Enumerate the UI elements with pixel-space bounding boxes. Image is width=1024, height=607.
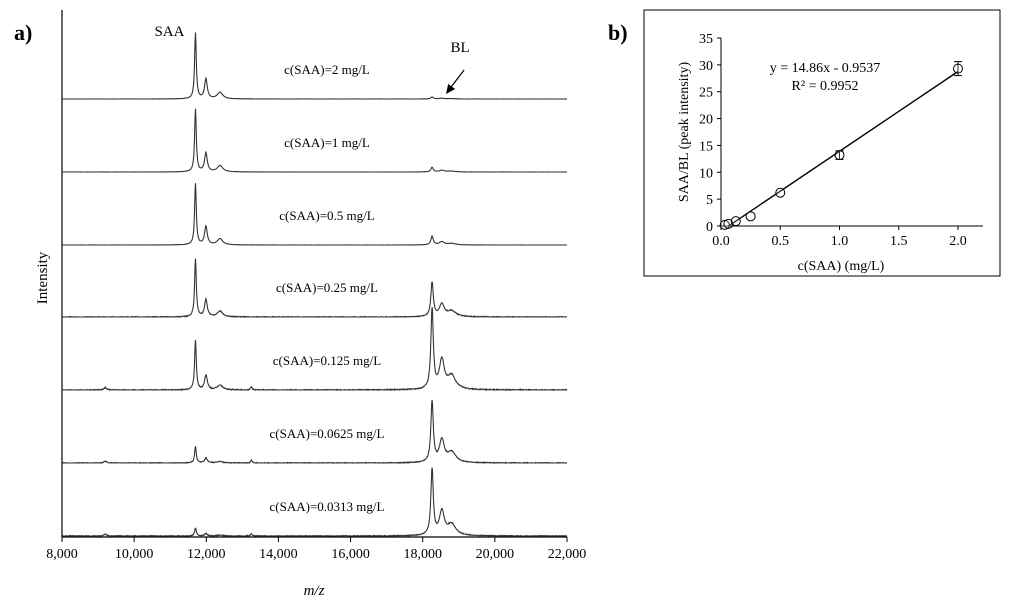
calibration-y-tick-label: 35: [699, 32, 713, 47]
panel-b-label: b): [608, 20, 628, 45]
calibration-ticks: 0 5 10 15 20 25 30 35 0.0 0.5 1.0 1.5 2.0: [699, 32, 967, 249]
spectra-x-tick-label: 14,000: [259, 547, 298, 562]
spectrum-label: c(SAA)=0.0313 mg/L: [270, 499, 385, 514]
spectra-peak-labels: c(SAA)=2 mg/L c(SAA)=1 mg/L c(SAA)=0.5 mg/…: [154, 24, 469, 514]
spectra-traces: [61, 32, 568, 538]
saa-peak-label: SAA: [154, 24, 184, 40]
calibration-x-axis-label: c(SAA) (mg/L): [798, 259, 885, 274]
spectra-x-tick-label: 20,000: [476, 547, 515, 562]
calibration-y-tick-label: 5: [706, 193, 713, 208]
spectrum-label: c(SAA)=0.125 mg/L: [273, 353, 381, 368]
calibration-y-tick-label: 30: [699, 59, 713, 74]
bl-arrow-head: [446, 84, 456, 94]
calibration-plot: [719, 61, 963, 230]
calibration-frame: [643, 9, 1001, 277]
fit-r-squared: R² = 0.9952: [792, 79, 859, 94]
spectra-x-tick-label: 12,000: [187, 547, 226, 562]
data-point: [745, 211, 756, 222]
spectra-x-tick-label: 18,000: [403, 547, 442, 562]
panel-a-label: a): [14, 20, 32, 45]
spectrum-label: c(SAA)=1 mg/L: [284, 135, 370, 150]
spectra-x-tick-label: 22,000: [548, 547, 587, 562]
calibration-y-axis-label: SAA/BL (peak intensity): [677, 62, 692, 203]
calibration-y-tick-label: 0: [706, 220, 713, 235]
spectra-x-ticks: 8,000 10,000 12,000 14,000 16,000 18,000 20,00…: [46, 537, 586, 562]
calibration-x-tick-label: 2.0: [949, 234, 967, 249]
spectrum-label: c(SAA)=0.5 mg/L: [279, 208, 374, 223]
spectrum-trace: [62, 258, 567, 319]
data-point: [730, 216, 741, 227]
calibration-y-tick-label: 25: [699, 86, 713, 101]
data-point: [719, 219, 730, 230]
fit-equation: y = 14.86x - 0.9537: [770, 61, 881, 76]
spectra-x-tick-label: 10,000: [115, 547, 154, 562]
spectrum-trace: [61, 400, 567, 465]
calibration-y-tick-label: 20: [699, 113, 713, 128]
calibration-y-tick-label: 15: [699, 139, 713, 154]
bl-peak-label: BL: [451, 40, 470, 56]
spectrum-trace: [62, 183, 567, 246]
spectra-panel: a) Intensity 8,000 10,000 12,000 14,000 16,0…: [14, 10, 586, 599]
data-point: [834, 150, 845, 161]
data-point: [723, 218, 734, 229]
data-point: [953, 63, 963, 74]
spectrum-label: c(SAA)=2 mg/L: [284, 62, 370, 77]
spectra-x-tick-label: 8,000: [46, 547, 78, 562]
calibration-x-tick-label: 1.5: [890, 234, 908, 249]
spectrum-trace: [62, 32, 568, 100]
calibration-panel: b) 0 5 10 15 20 25 30 35 0.0 0.5 1.0 1.5 2.0 SAA/BL …: [608, 9, 1001, 277]
fit-line: [728, 70, 959, 227]
calibration-x-tick-label: 0.0: [712, 234, 730, 249]
spectrum-label: c(SAA)=0.0625 mg/L: [270, 426, 385, 441]
spectra-x-axis-label: m/z: [304, 583, 325, 599]
spectrum-label: c(SAA)=0.25 mg/L: [276, 280, 378, 295]
calibration-y-tick-label: 10: [699, 166, 713, 181]
spectra-x-tick-label: 16,000: [331, 547, 370, 562]
spectra-y-axis-label: Intensity: [35, 251, 51, 304]
calibration-x-tick-label: 0.5: [772, 234, 790, 249]
spectrum-trace: [61, 306, 568, 392]
spectrum-trace: [62, 467, 568, 538]
calibration-x-tick-label: 1.0: [831, 234, 849, 249]
spectrum-trace: [62, 108, 567, 173]
data-point: [775, 187, 786, 198]
